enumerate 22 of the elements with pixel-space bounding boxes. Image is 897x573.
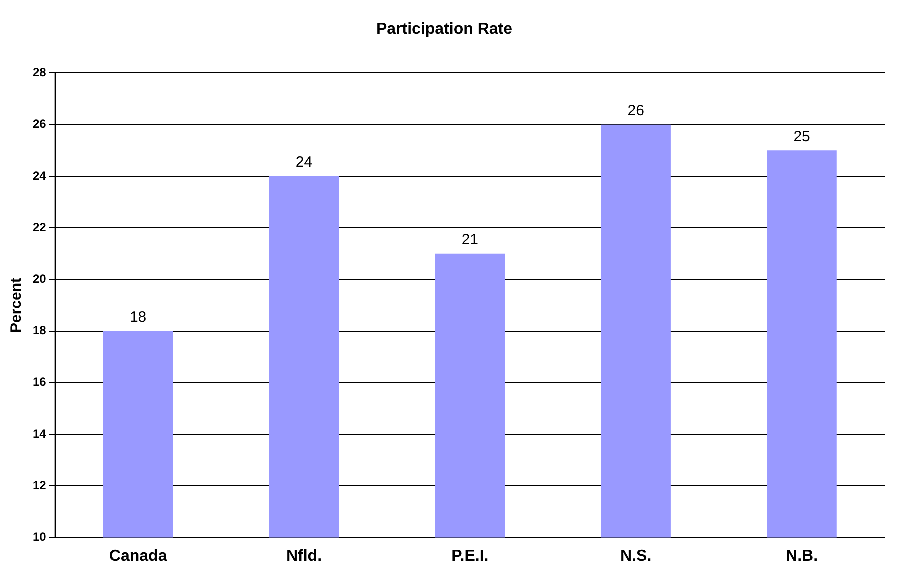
x-tick-label: Canada: [109, 548, 168, 565]
x-tick-label: Nfld.: [286, 548, 322, 565]
chart-title: Participation Rate: [376, 21, 513, 38]
y-tick-label: 26: [32, 117, 47, 132]
y-tick-label: 10: [32, 530, 47, 544]
data-label: 21: [462, 232, 479, 249]
data-label: 25: [794, 128, 810, 146]
x-tick-label: N.B.: [786, 548, 818, 565]
x-tick-label: N.S.: [620, 548, 652, 565]
y-tick-label: 18: [32, 324, 47, 338]
y-tick-label: 28: [32, 66, 47, 80]
y-tick-label: 14: [32, 426, 47, 441]
y-axis-title: Percent: [8, 278, 26, 334]
y-tick-label: 12: [32, 478, 47, 492]
data-label: 26: [628, 102, 644, 120]
data-label: 18: [130, 308, 147, 326]
x-tick-label: P.E.I.: [452, 548, 489, 565]
y-tick-label: 22: [32, 220, 47, 234]
y-tick-label: 20: [32, 272, 47, 286]
y-tick-label: 16: [32, 375, 47, 390]
y-tick-label: 24: [32, 168, 47, 183]
data-label: 24: [296, 154, 313, 172]
